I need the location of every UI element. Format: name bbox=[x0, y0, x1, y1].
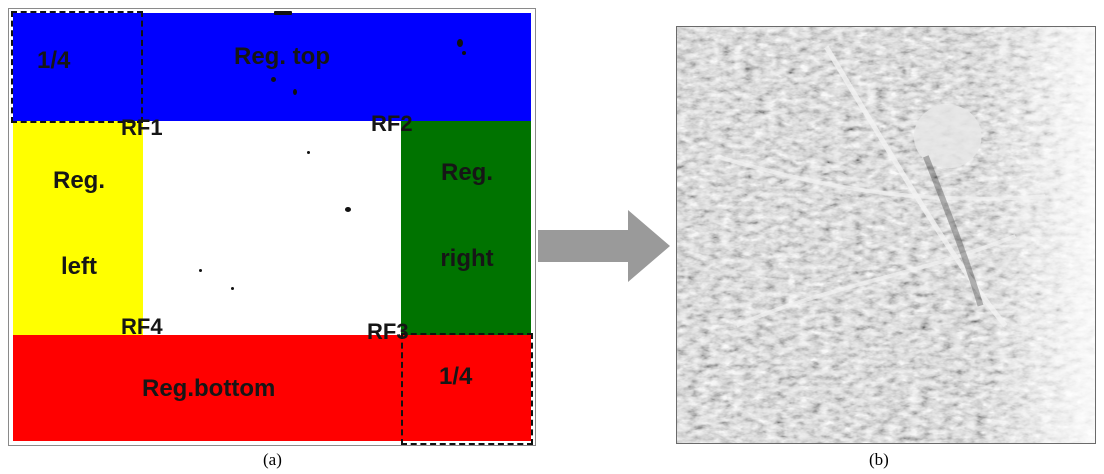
region-bottom bbox=[13, 335, 531, 441]
palmprint-image bbox=[676, 26, 1096, 444]
noise-speck bbox=[457, 39, 463, 47]
region-right-label: Reg. right bbox=[417, 161, 517, 271]
region-top bbox=[13, 13, 531, 121]
palmprint-texture bbox=[677, 27, 1095, 443]
noise-speck bbox=[274, 11, 292, 15]
noise-speck bbox=[307, 151, 310, 154]
quarter-label-top-left: 1/4 bbox=[37, 47, 71, 74]
right-arrow-icon bbox=[538, 210, 670, 282]
caption-a: (a) bbox=[263, 450, 282, 469]
quarter-box-top-left bbox=[11, 11, 143, 123]
quarter-label-bottom-right: 1/4 bbox=[439, 363, 473, 390]
reference-point-rf1: RF1 bbox=[121, 115, 163, 140]
region-bottom-label: Reg.bottom bbox=[142, 375, 276, 402]
reference-point-rf3: RF3 bbox=[367, 319, 409, 344]
region-top-label: Reg. top bbox=[234, 43, 330, 70]
region-center bbox=[143, 121, 401, 335]
reference-point-rf2: RF2 bbox=[371, 111, 413, 136]
region-left bbox=[13, 121, 143, 335]
noise-speck bbox=[199, 269, 202, 272]
caption-b: (b) bbox=[869, 450, 889, 469]
region-left-label-line2: left bbox=[61, 253, 97, 280]
region-right bbox=[401, 121, 531, 335]
region-diagram: Reg. top Reg. left Reg. right Reg.bottom… bbox=[8, 8, 536, 446]
region-left-label: Reg. left bbox=[29, 169, 129, 279]
noise-speck bbox=[462, 51, 466, 55]
reference-point-rf4: RF4 bbox=[121, 314, 163, 339]
noise-speck bbox=[345, 207, 351, 212]
quarter-box-bottom-right bbox=[401, 333, 533, 445]
region-right-label-line1: Reg. bbox=[440, 159, 493, 186]
region-right-label-line2: right bbox=[440, 245, 494, 272]
noise-speck bbox=[231, 287, 234, 290]
region-left-label-line1: Reg. bbox=[52, 167, 105, 194]
noise-speck bbox=[293, 89, 297, 95]
noise-speck bbox=[271, 77, 276, 82]
